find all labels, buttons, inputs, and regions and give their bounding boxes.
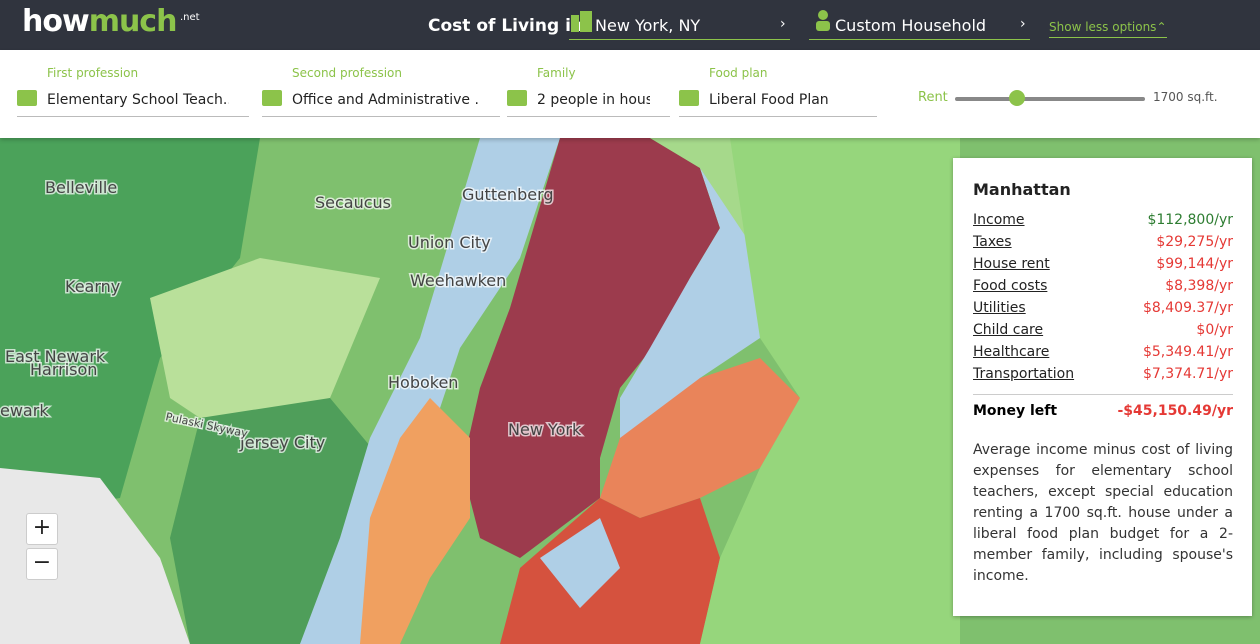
rent-thumb[interactable] bbox=[1009, 90, 1025, 106]
logo-suffix: .net bbox=[180, 12, 200, 23]
cost-row: Transportation $7,374.71/yr bbox=[973, 366, 1233, 382]
header: howmuch .net Cost of Living in New York,… bbox=[0, 0, 1260, 50]
map-label: Guttenberg bbox=[462, 185, 554, 204]
cost-value: $0/yr bbox=[1196, 322, 1233, 338]
cost-label[interactable]: House rent bbox=[973, 256, 1050, 272]
rent-track bbox=[955, 97, 1145, 101]
map-label: New York bbox=[508, 420, 582, 439]
map-label: Harrison bbox=[30, 360, 97, 379]
map-label: ewark bbox=[0, 401, 49, 420]
cost-label[interactable]: Taxes bbox=[973, 234, 1012, 250]
divider bbox=[973, 394, 1233, 395]
logo-text: how bbox=[22, 4, 90, 39]
rent-label: Rent bbox=[918, 90, 948, 105]
money-left: Money left -$45,150.49/yr bbox=[973, 403, 1233, 419]
household[interactable]: Custom Household bbox=[835, 16, 987, 35]
cost-value: $29,275/yr bbox=[1156, 234, 1233, 250]
location[interactable]: New York, NY bbox=[595, 16, 701, 35]
filter-icon bbox=[262, 90, 282, 106]
zoom-in[interactable]: + bbox=[26, 513, 58, 545]
cost-value: $8,398/yr bbox=[1165, 278, 1233, 294]
cost-value: $5,349.41/yr bbox=[1142, 344, 1233, 360]
cost-value: $8,409.37/yr bbox=[1142, 300, 1233, 316]
underline bbox=[507, 116, 670, 117]
filter-icon bbox=[17, 90, 37, 106]
money-left-label: Money left bbox=[973, 403, 1058, 419]
map-label: Hoboken bbox=[388, 373, 458, 392]
cost-row: Taxes $29,275/yr bbox=[973, 234, 1233, 250]
underline bbox=[679, 116, 877, 117]
filter-label: Family bbox=[537, 66, 576, 80]
filter-value[interactable]: Liberal Food Plan bbox=[709, 92, 829, 108]
options-toggle-text: Show less options bbox=[1049, 20, 1157, 34]
rent-value: 1700 sq.ft. bbox=[1153, 90, 1218, 104]
map-label: Kearny bbox=[65, 277, 120, 296]
filter-icon bbox=[679, 90, 699, 106]
cost-row: Utilities $8,409.37/yr bbox=[973, 300, 1233, 316]
title: Cost of Living in bbox=[428, 16, 584, 36]
filter-label: First profession bbox=[47, 66, 139, 80]
zoom-out[interactable]: − bbox=[26, 548, 58, 580]
description: Average income minus cost of living expe… bbox=[973, 442, 1233, 584]
cost-row: Child care $0/yr bbox=[973, 322, 1233, 338]
filter-value[interactable]: Office and Administrative ... bbox=[292, 92, 480, 108]
cost-row: Healthcare $5,349.41/yr bbox=[973, 344, 1233, 360]
options-toggle[interactable]: Show less options⌃ bbox=[1049, 20, 1167, 38]
underline bbox=[262, 116, 500, 117]
cost-label[interactable]: Utilities bbox=[973, 300, 1026, 316]
map-label: East Newark bbox=[5, 347, 106, 366]
filter-value[interactable]: 2 people in house bbox=[537, 92, 650, 108]
cost-label[interactable]: Child care bbox=[973, 322, 1044, 338]
person-icon bbox=[816, 10, 830, 31]
panel-title: Manhattan bbox=[973, 180, 1071, 199]
cost-value: $99,144/yr bbox=[1156, 256, 1233, 272]
cost-label[interactable]: Food costs bbox=[973, 278, 1048, 294]
cost-label[interactable]: Transportation bbox=[973, 366, 1075, 382]
map-label: Belleville bbox=[45, 178, 117, 197]
cost-value: $112,800/yr bbox=[1147, 212, 1233, 228]
filter-value[interactable]: Elementary School Teach... bbox=[47, 92, 229, 108]
logo-text: much bbox=[88, 4, 178, 39]
filters-bar: First profession Elementary School Teach.… bbox=[0, 50, 1260, 138]
map-label: Jersey City bbox=[239, 433, 325, 452]
map-label: Weehawken bbox=[410, 271, 506, 290]
cost-label[interactable]: Healthcare bbox=[973, 344, 1050, 360]
map-label: Secaucus bbox=[315, 193, 391, 212]
map-label: Union City bbox=[408, 233, 491, 252]
filter-label: Food plan bbox=[709, 66, 768, 80]
cost-label[interactable]: Income bbox=[973, 212, 1025, 228]
city-icon bbox=[571, 11, 592, 32]
info-panel: Manhattan Money left -$45,150.49/yr Avera… bbox=[953, 158, 1252, 616]
filter-icon bbox=[507, 90, 527, 106]
cost-row: House rent $99,144/yr bbox=[973, 256, 1233, 272]
underline bbox=[17, 116, 249, 117]
filter-label: Second profession bbox=[292, 66, 402, 80]
cost-row: Food costs $8,398/yr bbox=[973, 278, 1233, 294]
cost-row: Income $112,800/yr bbox=[973, 212, 1233, 228]
money-left-value: -$45,150.49/yr bbox=[1117, 403, 1233, 419]
cost-value: $7,374.71/yr bbox=[1142, 366, 1233, 382]
logo[interactable]: howmuch bbox=[22, 4, 178, 39]
